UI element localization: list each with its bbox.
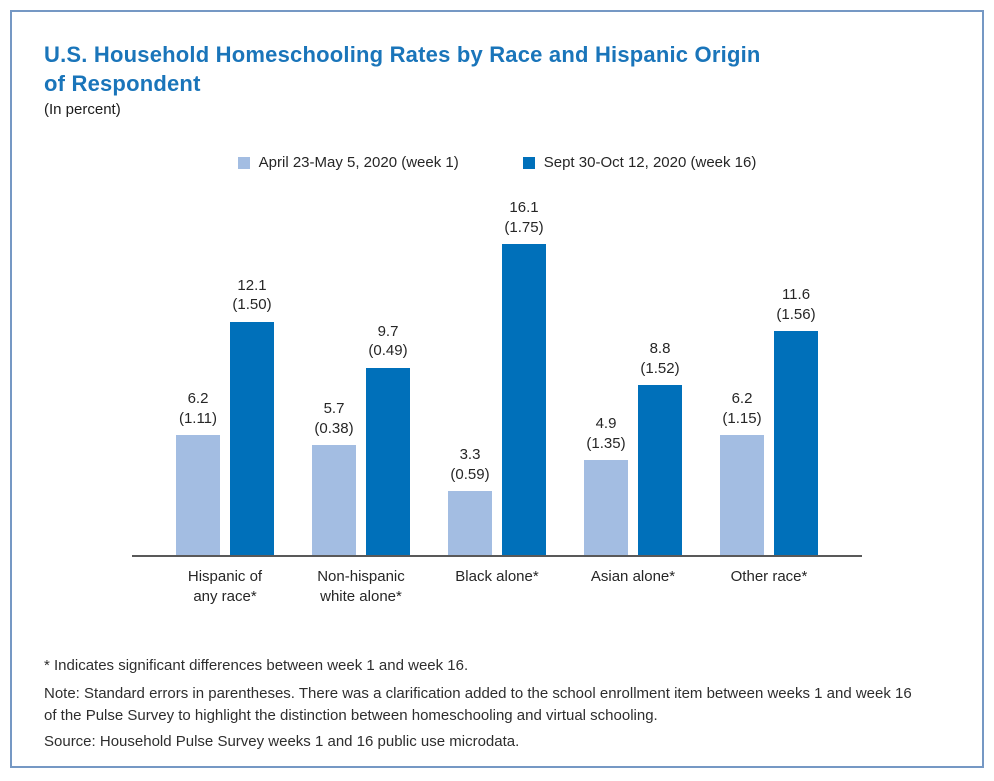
plot-area: 6.2 (1.11) 12.1 (1.50) 5.7 (0.38) 9.7 (0.49) 3.3…: [132, 189, 862, 558]
week1-swatch-icon: [237, 156, 250, 169]
bar-value-label: 9.7 (0.49): [368, 322, 408, 360]
legend-label-week16: Sept 30-Oct 12, 2020 (week 16): [543, 154, 757, 172]
category-label: Hispanic of any race*: [187, 568, 263, 606]
bar: [230, 321, 274, 556]
bar-chart: 6.2 (1.11) 12.1 (1.50) 5.7 (0.38) 9.7 (0.49) 3.3…: [132, 189, 862, 608]
bar-column: 6.2 (1.15): [720, 389, 764, 556]
bar: [584, 460, 628, 556]
bar-value-label: 6.2 (1.15): [722, 390, 762, 427]
category-label: Black alone*: [455, 568, 539, 586]
bar-column: 5.7 (0.38): [312, 399, 356, 556]
week16-swatch-icon: [522, 156, 535, 169]
category-label: Asian alone*: [590, 568, 676, 586]
chart-subtitle: (In percent): [44, 101, 121, 119]
bar: [312, 445, 356, 556]
category-axis: Hispanic of any race* Non-hispanic white …: [132, 557, 862, 608]
bar-value-label: 16.1 (1.75): [504, 199, 544, 236]
bar: [638, 385, 682, 556]
bar-group: 5.7 (0.38) 9.7 (0.49): [312, 322, 410, 556]
bar-column: 8.8 (1.52): [638, 339, 682, 556]
legend: April 23-May 5, 2020 (week 1) Sept 30-Oc…: [44, 154, 950, 171]
bar-value-label: 4.9 (1.35): [586, 415, 626, 452]
bar-column: 11.6 (1.56): [774, 285, 818, 556]
bar-value-label: 12.1 (1.50): [232, 276, 272, 314]
bar-column: 16.1 (1.75): [502, 198, 546, 556]
bar-column: 12.1 (1.50): [230, 276, 274, 556]
bar-group: 3.3 (0.59) 16.1 (1.75): [448, 198, 546, 556]
bar: [774, 331, 818, 556]
legend-label-week1: April 23-May 5, 2020 (week 1): [258, 154, 459, 172]
bar-group: 6.2 (1.11) 12.1 (1.50): [176, 276, 274, 556]
bar-column: 4.9 (1.35): [584, 414, 628, 556]
methodology-note: Note: Standard errors in parentheses. Th…: [44, 684, 912, 725]
source-note: Source: Household Pulse Survey weeks 1 a…: [44, 732, 520, 750]
bar: [448, 491, 492, 556]
category-label: Other race*: [730, 568, 808, 586]
bar-value-label: 6.2 (1.11): [178, 390, 218, 427]
bar: [366, 367, 410, 556]
bar-value-label: 3.3 (0.59): [450, 446, 490, 483]
legend-item-week1: April 23-May 5, 2020 (week 1): [237, 154, 459, 172]
bar-column: 3.3 (0.59): [448, 445, 492, 556]
chart-card: U.S. Household Homeschooling Rates by Ra…: [10, 10, 984, 768]
bar-value-label: 8.8 (1.52): [640, 340, 680, 377]
bar-group: 4.9 (1.35) 8.8 (1.52): [584, 339, 682, 556]
legend-item-week16: Sept 30-Oct 12, 2020 (week 16): [522, 154, 757, 172]
bar-value-label: 5.7 (0.38): [314, 400, 354, 437]
footnotes: * Indicates significant differences betw…: [44, 656, 944, 752]
significance-note: * Indicates significant differences betw…: [44, 656, 469, 674]
chart-title: U.S. Household Homeschooling Rates by Ra…: [44, 42, 761, 97]
bar: [176, 435, 220, 556]
bar-column: 9.7 (0.49): [366, 322, 410, 556]
bar-column: 6.2 (1.11): [176, 389, 220, 556]
category-label: Non-hispanic white alone*: [317, 568, 405, 606]
bar-value-label: 11.6 (1.56): [776, 286, 816, 323]
bar-group: 6.2 (1.15) 11.6 (1.56): [720, 285, 818, 556]
bar: [720, 435, 764, 556]
bar: [502, 244, 546, 556]
